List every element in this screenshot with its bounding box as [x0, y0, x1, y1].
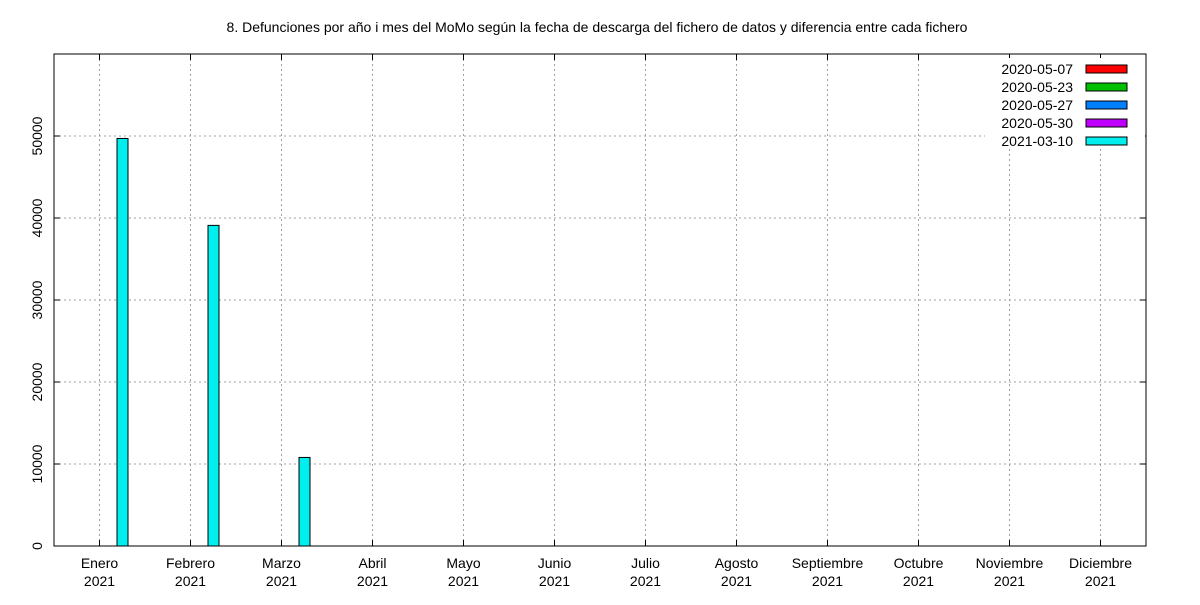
x-tick-label-year: 2021: [448, 573, 479, 589]
x-tick-label-month: Diciembre: [1069, 555, 1132, 571]
bar: [298, 456, 311, 547]
x-tick-label-month: Septiembre: [792, 555, 864, 571]
y-tick-label: 0: [29, 542, 45, 550]
x-tick-label-month: Febrero: [166, 555, 215, 571]
legend-swatch: [1085, 118, 1128, 128]
legend-label: 2020-05-30: [1001, 115, 1073, 131]
x-tick-label-month: Noviembre: [976, 555, 1044, 571]
x-tick-label-month: Mayo: [446, 555, 480, 571]
x-tick-label-year: 2021: [357, 573, 388, 589]
grid-lines: [54, 54, 1146, 546]
bar: [207, 224, 220, 547]
x-tick-labels: Enero 2021 Febrero 2021 Marzo 2021 Abril 2021 Ma…: [81, 555, 1132, 589]
x-tick-label-month: Abril: [358, 555, 386, 571]
x-tick-label-year: 2021: [630, 573, 661, 589]
x-tick-label-year: 2021: [1085, 573, 1116, 589]
x-tick-label-month: Enero: [81, 555, 119, 571]
x-tick-label-year: 2021: [903, 573, 934, 589]
y-tick-label: 40000: [29, 198, 45, 237]
x-tick-label-month: Marzo: [262, 555, 301, 571]
y-tick-label: 20000: [29, 362, 45, 401]
legend-swatch: [1085, 64, 1128, 74]
legend-label: 2021-03-10: [1001, 133, 1073, 149]
y-tick-label: 10000: [29, 444, 45, 483]
legend-label: 2020-05-07: [1001, 61, 1073, 77]
legend-swatch: [1085, 136, 1128, 146]
x-tick-label-year: 2021: [994, 573, 1025, 589]
chart-title: 8. Defunciones por año i mes del MoMo se…: [227, 19, 968, 35]
legend-label: 2020-05-23: [1001, 79, 1073, 95]
x-tick-label-year: 2021: [266, 573, 297, 589]
x-tick-label-year: 2021: [812, 573, 843, 589]
x-tick-label-month: Julio: [631, 555, 660, 571]
x-tick-label-month: Junio: [538, 555, 572, 571]
x-tick-label-year: 2021: [84, 573, 115, 589]
legend: 2020-05-07 2020-05-23 2020-05-27 2020-05-30…: [985, 58, 1145, 149]
legend-label: 2020-05-27: [1001, 97, 1073, 113]
y-tick-label: 50000: [29, 116, 45, 155]
legend-swatch: [1085, 100, 1128, 110]
y-tick-labels: 0 10000 20000 30000 40000 50000: [29, 116, 45, 550]
x-tick-label-month: Octubre: [894, 555, 944, 571]
bar: [116, 137, 129, 547]
y-tick-label: 30000: [29, 280, 45, 319]
x-tick-label-month: Agosto: [715, 555, 759, 571]
x-tick-label-year: 2021: [175, 573, 206, 589]
x-tick-label-year: 2021: [539, 573, 570, 589]
legend-swatch: [1085, 82, 1128, 92]
x-tick-label-year: 2021: [721, 573, 752, 589]
axis-ticks: [54, 54, 1146, 547]
